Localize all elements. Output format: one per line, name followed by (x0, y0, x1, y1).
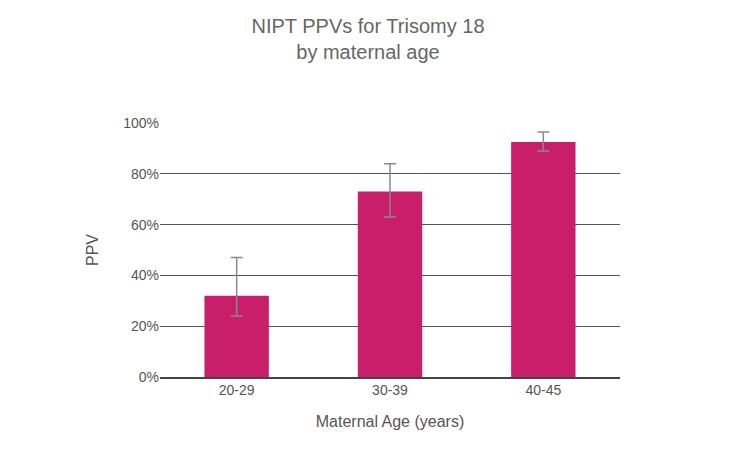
svg-text:30-39: 30-39 (372, 382, 408, 398)
svg-text:Maternal Age (years): Maternal Age (years) (316, 413, 465, 430)
svg-text:20%: 20% (131, 318, 159, 334)
svg-text:40%: 40% (131, 267, 159, 283)
svg-text:60%: 60% (131, 217, 159, 233)
svg-text:20-29: 20-29 (219, 382, 255, 398)
svg-text:40-45: 40-45 (525, 382, 561, 398)
svg-text:100%: 100% (123, 115, 159, 131)
svg-text:PPV: PPV (84, 234, 101, 266)
svg-text:80%: 80% (131, 166, 159, 182)
svg-text:NIPT PPVs for Trisomy 18by mat: NIPT PPVs for Trisomy 18by maternal age (251, 15, 484, 63)
svg-text:0%: 0% (139, 369, 159, 385)
